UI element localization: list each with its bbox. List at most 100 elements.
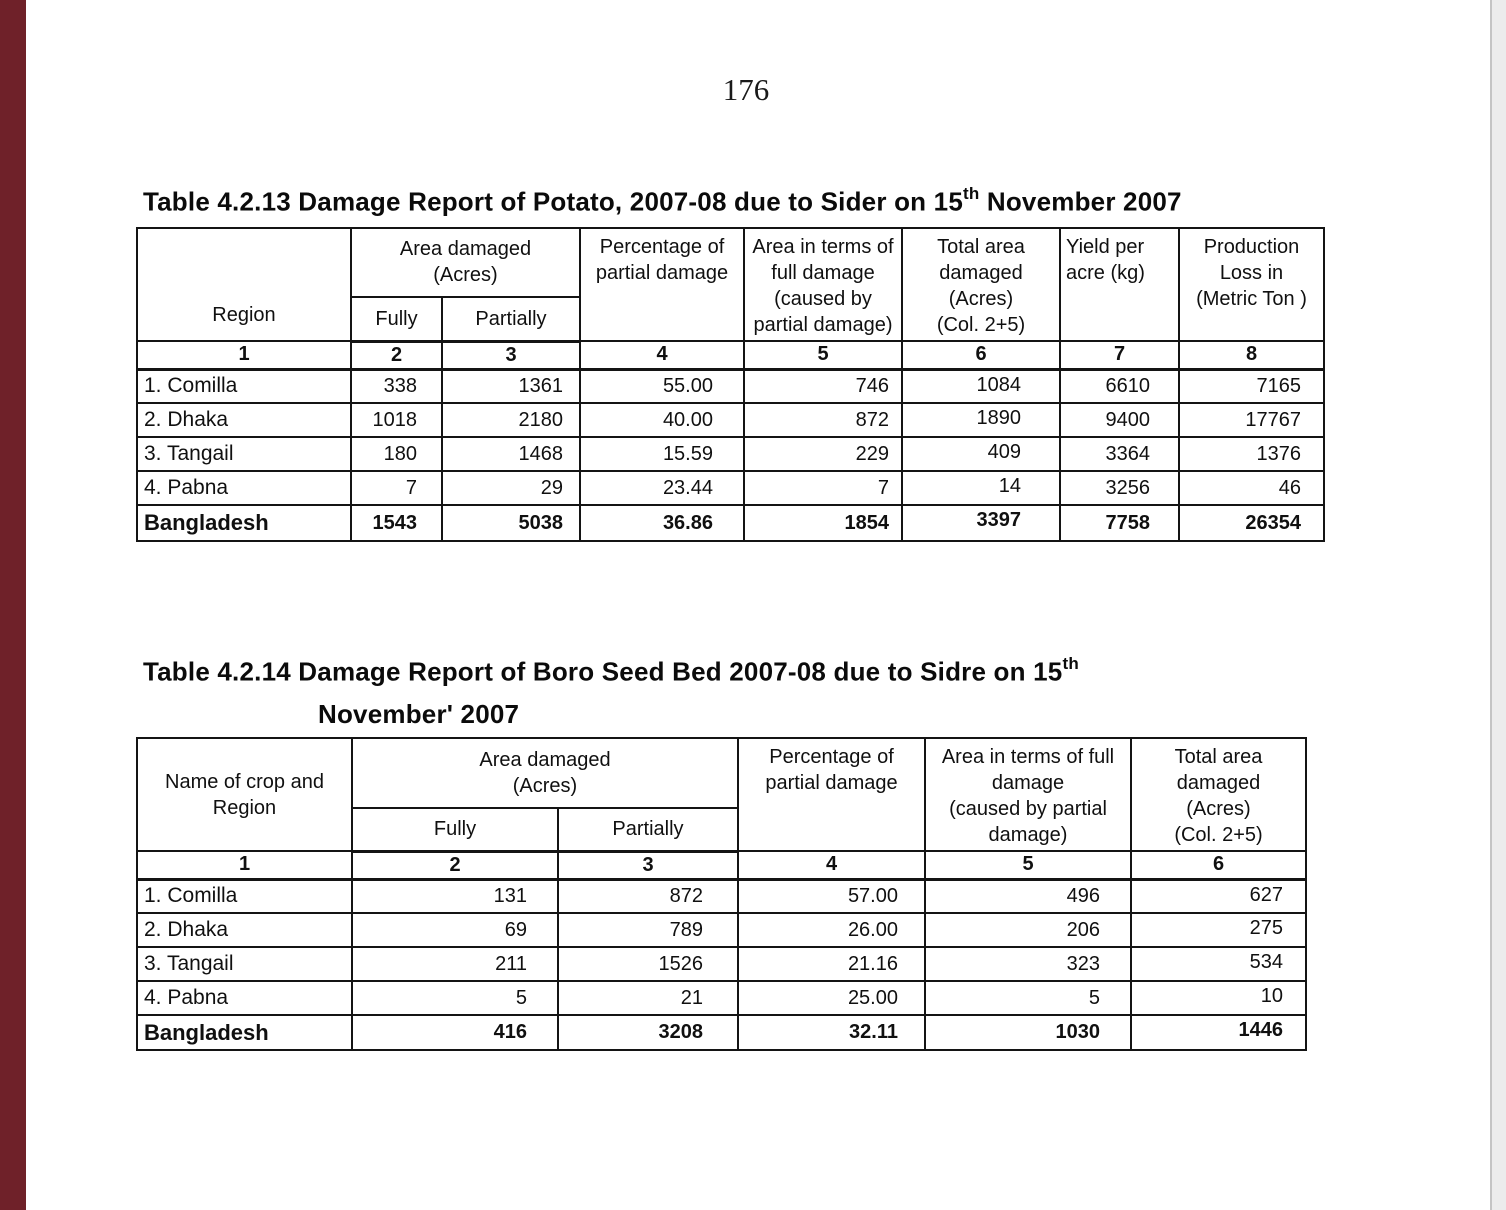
table2-title-line1: Table 4.2.14 Damage Report of Boro Seed … xyxy=(143,654,1079,688)
col-number: 1 xyxy=(136,850,353,881)
value-cell: 872 xyxy=(743,402,903,438)
header-area-damaged: Area damaged (Acres) xyxy=(351,736,739,810)
table-row: 1. Comilla 131 872 57.00 496 627 xyxy=(136,878,1307,914)
value-cell: 1890 xyxy=(901,402,1061,438)
region-cell: 3. Tangail xyxy=(136,436,352,472)
col-number: 4 xyxy=(737,850,926,881)
total-value: 32.11 xyxy=(737,1014,926,1051)
value-cell: 21.16 xyxy=(737,946,926,982)
value-cell: 2180 xyxy=(441,402,581,438)
header-total-area: Total area damaged (Acres) (Col. 2+5) xyxy=(901,227,1061,342)
value-cell: 496 xyxy=(924,878,1132,914)
region-cell: 3. Tangail xyxy=(136,946,353,982)
table2-title-line2: November' 2007 xyxy=(318,699,520,729)
table-row: 3. Tangail 211 1526 21.16 323 534 xyxy=(136,946,1307,982)
value-cell: 229 xyxy=(743,436,903,472)
ordinal-superscript: th xyxy=(963,184,980,203)
header-partially: Partially xyxy=(441,295,581,343)
total-label: Bangladesh xyxy=(136,1014,353,1051)
page-number: 176 xyxy=(722,72,770,107)
col-number: 2 xyxy=(351,850,559,881)
total-label: Bangladesh xyxy=(136,504,352,542)
value-cell: 7 xyxy=(743,470,903,506)
value-cell: 323 xyxy=(924,946,1132,982)
value-cell: 7165 xyxy=(1178,368,1325,404)
col-number: 5 xyxy=(743,340,903,371)
total-value: 416 xyxy=(351,1014,559,1051)
total-value: 1030 xyxy=(924,1014,1132,1051)
value-cell: 1526 xyxy=(557,946,739,982)
header-area-full-damage: Area in terms of full damage (caused by … xyxy=(924,737,1132,852)
boro-seed-bed-damage-table: Name of crop and Region Area damaged (Ac… xyxy=(136,736,1307,1051)
table-row: 4. Pabna 7 29 23.44 7 14 3256 46 xyxy=(136,470,1325,506)
table-row: 4. Pabna 5 21 25.00 5 10 xyxy=(136,980,1307,1016)
col-number: 2 xyxy=(350,340,443,371)
value-cell: 15.59 xyxy=(579,436,745,472)
header-yield-per-acre: Yield per acre (kg) xyxy=(1059,227,1180,342)
left-edge-stripe xyxy=(0,0,26,1210)
value-cell: 29 xyxy=(441,470,581,506)
table-row: 2. Dhaka 1018 2180 40.00 872 1890 9400 1… xyxy=(136,402,1325,438)
col-number: 7 xyxy=(1059,340,1180,371)
col-number: 8 xyxy=(1178,340,1325,371)
value-cell: 40.00 xyxy=(579,402,745,438)
total-value: 3208 xyxy=(557,1014,739,1051)
column-number-row: 1 2 3 4 5 6 xyxy=(136,850,1307,881)
ordinal-superscript: th xyxy=(1062,654,1079,673)
table-row: 1. Comilla 338 1361 55.00 746 1084 6610 … xyxy=(136,368,1325,404)
value-cell: 14 xyxy=(901,470,1061,506)
value-cell: 3256 xyxy=(1059,470,1180,506)
col-number: 6 xyxy=(1130,850,1307,881)
value-cell: 1084 xyxy=(901,368,1061,404)
total-value: 5038 xyxy=(441,504,581,542)
table2-title-text: Table 4.2.14 Damage Report of Boro Seed … xyxy=(143,656,1063,687)
total-row: Bangladesh 416 3208 32.11 1030 1446 xyxy=(136,1014,1307,1051)
value-cell: 69 xyxy=(351,912,559,948)
total-value: 26354 xyxy=(1178,504,1325,542)
value-cell: 55.00 xyxy=(579,368,745,404)
value-cell: 180 xyxy=(350,436,443,472)
table1-title-tail: November 2007 xyxy=(979,186,1182,217)
col-number: 3 xyxy=(441,340,581,371)
total-value: 1446 xyxy=(1130,1014,1307,1051)
header-partially: Partially xyxy=(557,807,739,853)
value-cell: 275 xyxy=(1130,912,1307,948)
col-number: 5 xyxy=(924,850,1132,881)
total-row: Bangladesh 1543 5038 36.86 1854 3397 775… xyxy=(136,504,1325,542)
value-cell: 872 xyxy=(557,878,739,914)
col-number: 6 xyxy=(901,340,1061,371)
table-row: 3. Tangail 180 1468 15.59 229 409 3364 1… xyxy=(136,436,1325,472)
value-cell: 746 xyxy=(743,368,903,404)
value-cell: 10 xyxy=(1130,980,1307,1016)
page-edge-gutter xyxy=(1490,0,1506,1210)
region-cell: 4. Pabna xyxy=(136,980,353,1016)
header-fully: Fully xyxy=(351,807,559,853)
value-cell: 1361 xyxy=(441,368,581,404)
value-cell: 206 xyxy=(924,912,1132,948)
value-cell: 1376 xyxy=(1178,436,1325,472)
value-cell: 1468 xyxy=(441,436,581,472)
value-cell: 7 xyxy=(350,470,443,506)
value-cell: 57.00 xyxy=(737,878,926,914)
value-cell: 534 xyxy=(1130,946,1307,982)
col-number: 3 xyxy=(557,850,739,881)
table1-title: Table 4.2.13 Damage Report of Potato, 20… xyxy=(143,184,1182,218)
total-value: 36.86 xyxy=(579,504,745,542)
header-total-area: Total area damaged (Acres) (Col. 2+5) xyxy=(1130,737,1307,852)
value-cell: 3364 xyxy=(1059,436,1180,472)
value-cell: 131 xyxy=(351,878,559,914)
col-number: 4 xyxy=(579,340,745,371)
value-cell: 211 xyxy=(351,946,559,982)
value-cell: 17767 xyxy=(1178,402,1325,438)
value-cell: 789 xyxy=(557,912,739,948)
value-cell: 23.44 xyxy=(579,470,745,506)
total-value: 1854 xyxy=(743,504,903,542)
header-area-damaged: Area damaged (Acres) xyxy=(350,227,581,298)
header-percentage-partial: Percentage of partial damage xyxy=(579,227,745,342)
header-name-of-crop: Name of crop and Region xyxy=(136,737,353,852)
value-cell: 25.00 xyxy=(737,980,926,1016)
table1-title-text: Table 4.2.13 Damage Report of Potato, 20… xyxy=(143,186,963,217)
potato-damage-table: Region Area damaged (Acres) Percentage o… xyxy=(136,227,1325,542)
header-percentage-partial: Percentage of partial damage xyxy=(737,737,926,852)
